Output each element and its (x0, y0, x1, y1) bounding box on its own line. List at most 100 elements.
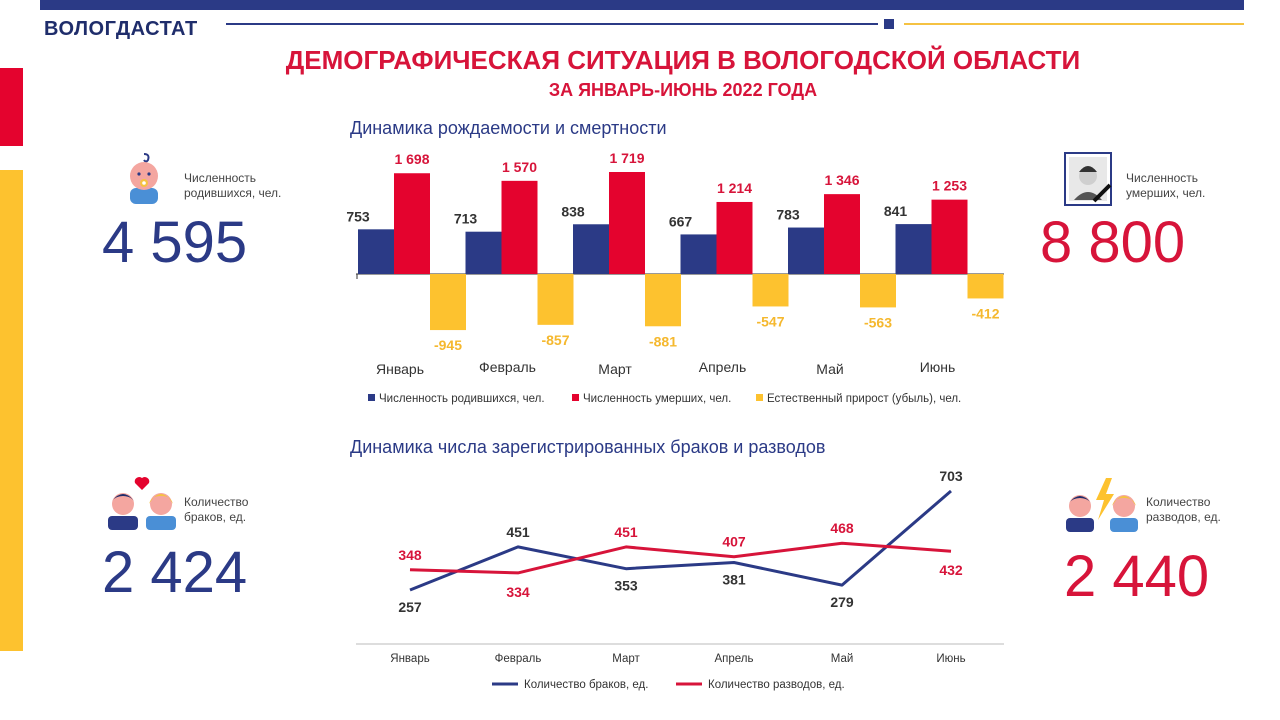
births-kpi-label-line2: родившихся, чел. (184, 186, 282, 200)
bar-legend-swatch (572, 394, 579, 401)
bar-births (788, 227, 824, 274)
line-category-label: Январь (390, 653, 429, 665)
divorces-kpi-label-line2: разводов, ед. (1146, 510, 1221, 524)
bar-births (358, 229, 394, 274)
bar-deaths (609, 172, 645, 274)
bar-legend-swatch (756, 394, 763, 401)
side-accent-red (0, 68, 23, 146)
bar-data-label: 1 214 (717, 180, 752, 196)
bar-data-label: 1 346 (824, 172, 859, 188)
bar-data-label: 1 253 (932, 178, 967, 194)
mourning-portrait-icon (1064, 152, 1112, 211)
page-subtitle: ЗА ЯНВАРЬ-ИЮНЬ 2022 ГОДА (548, 80, 818, 100)
baby-icon (124, 150, 164, 211)
bar-category-label: Март (598, 361, 632, 377)
bar-category-label: Май (816, 361, 843, 377)
brand-logo-text: ВОЛОГДАСТАТ (44, 18, 198, 40)
marriages-data-label: 451 (506, 524, 530, 540)
births-kpi-value: 4 595 (102, 210, 248, 275)
divorces-kpi-label-line1: Количество (1146, 495, 1211, 509)
bar-births (573, 224, 609, 274)
bar-data-label: -563 (864, 314, 892, 330)
line-legend-label: Количество браков, ед. (524, 679, 648, 691)
marriages-kpi-label: Количество браков, ед. (184, 495, 248, 525)
divorces-data-label: 432 (939, 562, 963, 578)
header-divider-navy (226, 23, 878, 25)
bar-data-label: -881 (649, 333, 677, 349)
divorces-kpi-value: 2 440 (1064, 544, 1210, 609)
line-category-label: Март (612, 653, 640, 665)
bar-category-label: Июнь (920, 359, 956, 375)
bar-data-label: 841 (884, 203, 908, 219)
births-deaths-chart-title: Динамика рождаемости и смертности (350, 118, 667, 138)
births-kpi-label: Численность родившихся, чел. (184, 171, 281, 201)
divorces-series-line (409, 541, 952, 575)
divorces-data-label: 451 (614, 524, 638, 540)
bar-deaths (931, 199, 968, 274)
bar-legend-swatch (368, 394, 375, 401)
marriages-kpi-label-line2: браков, ед. (184, 510, 247, 524)
line-category-label: Май (831, 653, 854, 665)
bar-deaths (716, 201, 753, 274)
bar-natural-change (967, 274, 1004, 299)
marriages-data-label: 257 (398, 599, 422, 615)
bar-category-label: Апрель (699, 359, 747, 375)
divorces-data-label: 348 (398, 547, 422, 563)
bar-deaths (501, 180, 538, 274)
couple-heart-icon (104, 468, 180, 537)
bar-data-label: 667 (669, 213, 693, 229)
header-divider-square (884, 19, 894, 29)
deaths-kpi-value: 8 800 (1040, 210, 1186, 275)
bar-data-label: 753 (346, 208, 370, 224)
bar-deaths (824, 194, 860, 274)
marriages-divorces-chart-title: Динамика числа зарегистрированных браков… (350, 437, 826, 457)
side-accent-yellow (0, 170, 23, 651)
bar-data-label: 1 719 (609, 150, 644, 166)
bar-data-label: 1 698 (394, 151, 429, 167)
bar-natural-change (537, 274, 574, 325)
bar-legend-label: Естественный прирост (убыль), чел. (767, 393, 961, 405)
couple-lightning-icon (1064, 476, 1140, 539)
bar-legend-label: Численность родившихся, чел. (379, 393, 545, 405)
marriages-divorces-line-chart: 257 451 353 381 279 703 348 334 451 407 468 432 Янва… (356, 468, 1004, 691)
bar-births (895, 224, 932, 274)
deaths-kpi-label-line1: Численность (1126, 171, 1199, 185)
bar-data-label: -945 (434, 337, 462, 353)
bar-data-label: 1 570 (502, 159, 537, 175)
bar-data-label: -412 (971, 305, 999, 321)
bar-births (465, 231, 502, 274)
line-category-label: Апрель (714, 653, 753, 665)
top-bar (40, 0, 1244, 10)
bar-data-label: 713 (454, 211, 478, 227)
bar-data-label: 838 (561, 203, 585, 219)
bar-category-label: Февраль (479, 359, 536, 375)
marriages-data-label: 703 (939, 468, 963, 484)
marriages-data-label: 353 (614, 578, 638, 594)
divorces-data-label: 468 (830, 520, 854, 536)
deaths-kpi-label: Численность умерших, чел. (1126, 171, 1205, 201)
line-category-label: Февраль (495, 653, 542, 665)
bar-data-label: 783 (776, 207, 800, 223)
deaths-kpi-label-line2: умерших, чел. (1126, 186, 1206, 200)
bar-natural-change (645, 274, 681, 327)
marriages-kpi-value: 2 424 (102, 540, 248, 605)
bar-category-label: Январь (376, 361, 424, 377)
births-kpi-label-line1: Численность (184, 171, 257, 185)
marriages-series-line (409, 489, 952, 592)
bar-natural-change (752, 274, 789, 307)
bar-natural-change (860, 274, 896, 308)
header-divider-yellow (904, 23, 1244, 25)
divorces-data-label: 407 (722, 534, 746, 550)
divorces-data-label: 334 (506, 584, 530, 600)
bar-deaths (394, 173, 430, 274)
marriages-data-label: 381 (722, 571, 746, 587)
births-deaths-bar-chart: 753 1 698 -945 Январь 713 1 570 -857 Февраль 838… (346, 150, 1004, 405)
bar-natural-change (430, 274, 466, 331)
bar-data-label: -857 (541, 332, 569, 348)
bar-data-label: -547 (756, 313, 784, 329)
divorces-kpi-label: Количество разводов, ед. (1146, 495, 1221, 525)
line-legend-label: Количество разводов, ед. (708, 679, 845, 691)
bar-legend-label: Численность умерших, чел. (583, 393, 731, 405)
line-category-label: Июнь (936, 653, 965, 665)
marriages-kpi-label-line1: Количество (184, 495, 249, 509)
